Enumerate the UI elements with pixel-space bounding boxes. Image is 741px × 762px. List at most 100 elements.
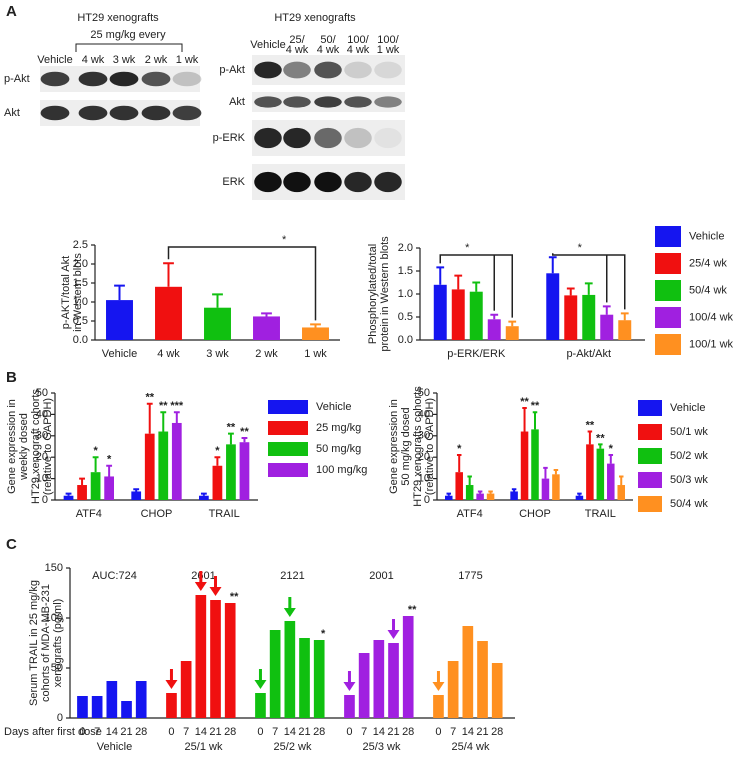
day-label: 14	[106, 726, 118, 738]
lane-label: 4 wk	[347, 44, 370, 56]
dose-arrow-head	[165, 680, 178, 689]
auc-label: 2121	[280, 570, 304, 582]
bar	[388, 643, 399, 718]
blot-band	[283, 127, 311, 149]
blot-band	[314, 171, 342, 193]
y-axis-label: weekly dosed	[18, 413, 30, 481]
x-tick-label: CHOP	[519, 508, 551, 520]
blot-band	[283, 61, 311, 79]
bar	[358, 653, 370, 718]
legend-swatch	[638, 448, 662, 464]
legend-label: 50/4 wk	[670, 498, 708, 510]
blot-band	[374, 127, 402, 149]
legend-swatch	[655, 280, 681, 301]
day-label: 21	[476, 726, 488, 738]
day-label: 14	[195, 726, 207, 738]
x-tick-label: TRAIL	[585, 508, 616, 520]
bar	[195, 595, 207, 718]
blot-band	[254, 171, 282, 193]
bar	[212, 465, 223, 500]
significance-label: *	[107, 454, 112, 466]
row-label: Akt	[4, 107, 20, 119]
error-bar	[446, 492, 452, 496]
bar	[198, 495, 209, 500]
error-bar	[65, 492, 72, 496]
day-label: 0	[79, 726, 85, 738]
legend-swatch	[638, 472, 662, 488]
significance-label: *	[321, 628, 326, 640]
bar	[607, 463, 615, 500]
blot-band	[314, 96, 342, 108]
significance-bracket	[167, 246, 317, 321]
y-axis-label: Serum TRAIL in 25 mg/kg	[28, 580, 40, 706]
x-tick-label: 3 wk	[206, 348, 229, 360]
blot-band	[78, 105, 108, 121]
error-bar	[163, 262, 174, 287]
blot-band	[254, 61, 282, 79]
y-tick-label: 50	[51, 662, 63, 674]
legend-swatch	[655, 226, 681, 247]
day-label: 0	[168, 726, 174, 738]
lane-label: 4 wk	[82, 54, 105, 66]
blot-band	[172, 105, 202, 121]
significance-label: ***	[170, 400, 184, 412]
blot-band	[172, 71, 202, 87]
x-tick-label: CHOP	[141, 508, 173, 520]
error-bar	[584, 282, 593, 295]
significance-label: *	[215, 445, 220, 457]
y-tick-label: 100	[45, 612, 63, 624]
blot-band	[314, 61, 342, 79]
blot-band	[141, 71, 171, 87]
y-tick-label: 0.5	[398, 311, 413, 323]
blot-band	[254, 127, 282, 149]
bar	[520, 431, 529, 500]
x-tick-label: ATF4	[76, 508, 102, 520]
y-axis-label: Phosphorylated/total	[367, 244, 379, 344]
panel-label: C	[6, 536, 17, 553]
lane-label: 1 wk	[176, 54, 199, 66]
bar	[239, 442, 250, 500]
error-bar	[436, 266, 445, 285]
bar	[564, 295, 578, 340]
error-bar	[602, 305, 611, 315]
y-tick-label: 20	[36, 451, 48, 463]
error-bar	[92, 456, 99, 473]
x-tick-label: TRAIL	[209, 508, 240, 520]
bar	[224, 603, 236, 718]
blot-band	[344, 171, 372, 193]
error-bar	[228, 432, 234, 445]
error-bar	[490, 313, 499, 320]
bar	[510, 491, 518, 500]
y-tick-label: 0	[57, 712, 63, 724]
y-axis-label: HT29 xenograft cohorts	[30, 389, 42, 504]
day-label: 7	[361, 726, 367, 738]
dose-arrow-head	[387, 630, 400, 639]
blot-band	[283, 171, 311, 193]
error-bar	[488, 490, 493, 494]
bar	[131, 491, 142, 500]
significance-label: *	[578, 242, 583, 254]
x-tick-label: 2 wk	[255, 348, 278, 360]
dose-arrow-head	[254, 680, 267, 689]
bar	[552, 474, 560, 500]
error-bar	[214, 456, 221, 466]
error-bar	[114, 284, 125, 301]
lane-label: Vehicle	[37, 54, 72, 66]
row-label: p-ERK	[213, 132, 246, 144]
auc-label: 2001	[369, 570, 393, 582]
legend-label: Vehicle	[670, 402, 705, 414]
legend-swatch	[268, 421, 308, 435]
group-label: 25/1 wk	[185, 741, 223, 753]
y-tick-label: 0	[424, 494, 430, 506]
bar	[402, 616, 414, 718]
lane-label: 25/	[289, 34, 305, 46]
legend-swatch	[638, 496, 662, 512]
error-bar	[511, 488, 517, 492]
y-axis-label: HT29 xenografts cohorts	[412, 386, 424, 507]
x-tick-label: p-Akt/Akt	[566, 348, 611, 360]
bar	[451, 289, 465, 340]
legend-swatch	[268, 400, 308, 414]
x-tick-label: 4 wk	[157, 348, 180, 360]
legend-label: 50/3 wk	[670, 474, 708, 486]
bar	[135, 681, 147, 718]
